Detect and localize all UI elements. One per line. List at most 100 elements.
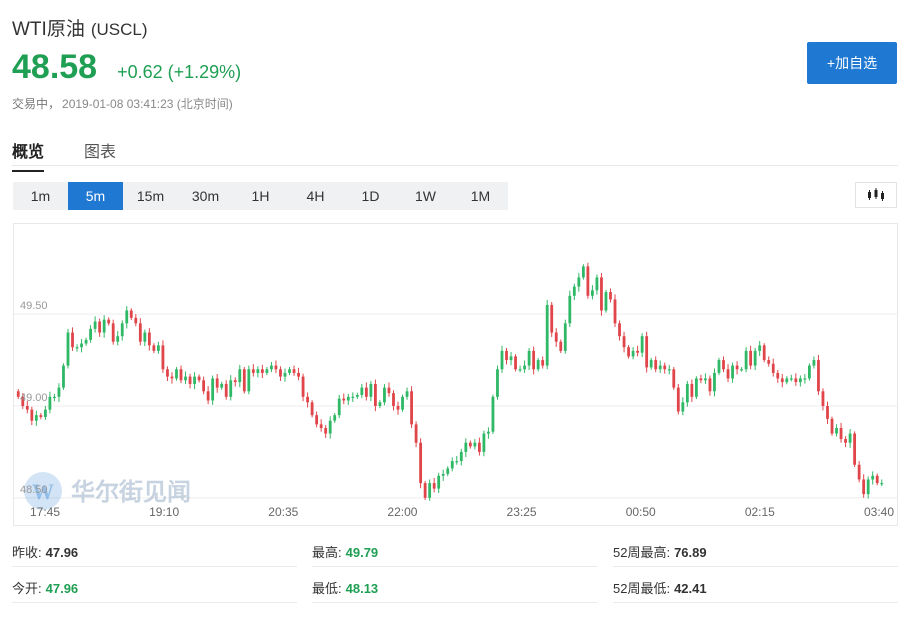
candle-body xyxy=(396,405,400,410)
candle-body xyxy=(179,369,183,381)
candle-body xyxy=(726,369,730,379)
status-text: 交易中， xyxy=(12,97,61,111)
tab-bar: 概览 图表 xyxy=(12,138,156,172)
candle-body xyxy=(640,336,644,353)
candle-body xyxy=(577,277,581,287)
candle-body xyxy=(193,376,196,384)
candle-body xyxy=(699,378,703,381)
candle-body xyxy=(89,328,92,340)
candle-body xyxy=(48,396,52,410)
period-1h[interactable]: 1H xyxy=(251,188,270,204)
candle-body xyxy=(346,396,350,401)
candle-body xyxy=(265,369,269,373)
candle-body xyxy=(545,304,549,366)
candle-body xyxy=(591,290,594,296)
candle-body xyxy=(107,319,111,324)
candle-body xyxy=(66,332,70,366)
last-price: 48.58 xyxy=(12,48,98,86)
candle-body xyxy=(337,398,341,416)
candle-body xyxy=(383,387,386,403)
instrument-code: (USCL) xyxy=(90,20,148,39)
candle-body xyxy=(572,286,576,296)
stat-divider xyxy=(613,602,898,603)
period-15m[interactable]: 15m xyxy=(136,188,165,204)
candle-body xyxy=(482,433,486,452)
candle-body xyxy=(374,383,377,406)
candle-body xyxy=(604,292,608,311)
stat-divider xyxy=(312,566,597,567)
candle-body xyxy=(690,383,694,397)
candle-body xyxy=(306,396,309,403)
candle-body xyxy=(369,383,373,397)
stat-label: 52周最低: xyxy=(613,581,671,596)
candle-body xyxy=(428,483,432,498)
candle-body xyxy=(147,332,151,346)
candle-body xyxy=(789,378,793,380)
candle-body xyxy=(821,391,825,406)
candle-body xyxy=(649,360,653,368)
candle-body xyxy=(450,461,454,469)
candle-body xyxy=(102,319,106,333)
candle-body xyxy=(563,323,567,351)
watermark-logo-icon xyxy=(24,472,62,510)
candle-body xyxy=(315,415,319,425)
tab-divider xyxy=(12,165,898,166)
candle-body xyxy=(233,380,237,383)
period-1w[interactable]: 1W xyxy=(415,188,436,204)
candle-body xyxy=(477,442,481,452)
candle-body xyxy=(247,369,251,392)
price-chart[interactable]: W 华尔街见闻 48.50 49.00 49.50 17:45 19:10 20:35 22… xyxy=(13,223,898,526)
tab-overview[interactable]: 概览 xyxy=(12,138,45,172)
candle-body xyxy=(532,350,536,370)
candle-body xyxy=(270,365,273,370)
candle-body xyxy=(798,378,802,383)
period-1mo[interactable]: 1M xyxy=(470,188,491,204)
stat-value: 42.41 xyxy=(674,581,707,596)
candle-body xyxy=(681,402,685,412)
candle-body xyxy=(776,372,780,379)
candle-body xyxy=(342,398,346,401)
candle-body xyxy=(283,372,287,377)
candle-body xyxy=(735,365,739,370)
candle-body xyxy=(830,418,834,434)
period-5m[interactable]: 5m xyxy=(68,182,123,210)
trading-status: 交易中， 2019-01-08 03:41:23 (北京时间) xyxy=(12,95,233,112)
stat-label: 今开: xyxy=(12,581,42,596)
candle-body xyxy=(229,380,233,397)
chart-type-button[interactable] xyxy=(855,182,897,208)
candle-body xyxy=(202,380,206,392)
candle-body xyxy=(509,356,513,361)
candle-body xyxy=(862,479,866,495)
candle-body xyxy=(423,483,427,498)
candle-body xyxy=(487,431,490,434)
candle-body xyxy=(161,345,165,370)
candle-body xyxy=(835,428,838,434)
candle-body xyxy=(518,369,522,371)
candle-body xyxy=(731,365,734,379)
candle-body xyxy=(170,376,174,379)
candle-body xyxy=(704,378,707,381)
candle-body xyxy=(880,483,884,485)
period-30m[interactable]: 30m xyxy=(191,188,220,204)
instrument-name: WTI原油 xyxy=(12,19,85,40)
candle-body xyxy=(292,369,296,373)
candle-body xyxy=(839,428,843,440)
period-selector: 1m 5m 15m 30m 1H 4H 1D 1W 1M xyxy=(13,182,508,210)
candle-body xyxy=(297,372,300,377)
tab-chart[interactable]: 图表 xyxy=(84,144,117,161)
candle-body xyxy=(71,332,74,348)
candle-body xyxy=(636,350,640,353)
candle-body xyxy=(468,442,472,447)
candle-body xyxy=(351,396,355,399)
instrument-title: WTI原油 (USCL) xyxy=(12,14,148,41)
add-to-watchlist-button[interactable]: +加自选 xyxy=(807,42,897,84)
period-1d[interactable]: 1D xyxy=(361,188,380,204)
candle-body xyxy=(514,356,517,370)
candle-body xyxy=(753,350,757,366)
period-1m[interactable]: 1m xyxy=(30,188,51,204)
candle-body xyxy=(57,387,61,397)
candle-body xyxy=(459,451,463,462)
candle-body xyxy=(401,396,404,410)
y-tick-label: 48.50 xyxy=(20,484,48,496)
period-4h[interactable]: 4H xyxy=(306,188,325,204)
